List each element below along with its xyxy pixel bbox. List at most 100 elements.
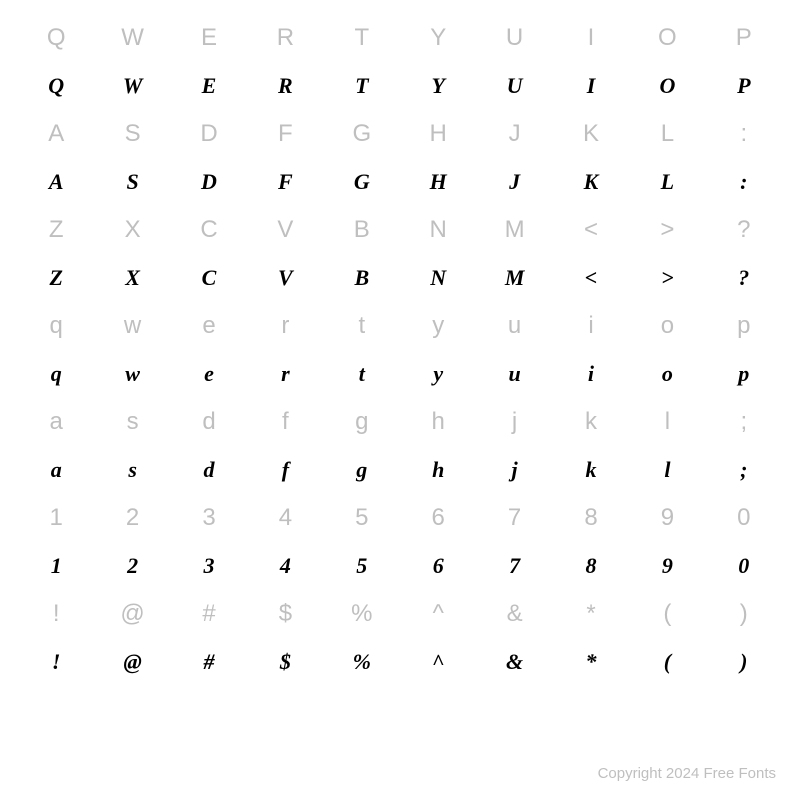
sample-glyph: N: [400, 265, 476, 291]
sample-glyph: 7: [476, 553, 552, 579]
sample-glyph: k: [553, 457, 629, 483]
sample-glyph: C: [171, 265, 247, 291]
reference-glyph: (: [629, 600, 705, 628]
reference-glyph: B: [324, 216, 400, 244]
reference-glyph: 7: [476, 504, 552, 532]
reference-glyph: i: [553, 312, 629, 340]
reference-glyph: Z: [18, 216, 94, 244]
reference-glyph: A: [18, 120, 94, 148]
sample-glyph: &: [476, 649, 552, 675]
sample-glyph: f: [247, 457, 323, 483]
sample-glyph: !: [18, 649, 94, 675]
reference-glyph: :: [706, 120, 782, 148]
reference-glyph: #: [171, 600, 247, 628]
reference-glyph: 6: [400, 504, 476, 532]
sample-glyph: *: [553, 649, 629, 675]
reference-glyph: q: [18, 312, 94, 340]
reference-glyph: ?: [706, 216, 782, 244]
sample-glyph: U: [476, 73, 552, 99]
reference-glyph: l: [629, 408, 705, 436]
reference-glyph: V: [247, 216, 323, 244]
reference-glyph: p: [706, 312, 782, 340]
reference-glyph: 8: [553, 504, 629, 532]
reference-glyph: P: [706, 24, 782, 52]
reference-glyph: t: [324, 312, 400, 340]
reference-glyph: I: [553, 24, 629, 52]
sample-glyph: I: [553, 73, 629, 99]
reference-glyph: ;: [706, 408, 782, 436]
sample-glyph: ?: [706, 265, 782, 291]
sample-glyph: p: [706, 361, 782, 387]
sample-glyph: G: [324, 169, 400, 195]
reference-glyph: 1: [18, 504, 94, 532]
reference-glyph: C: [171, 216, 247, 244]
sample-glyph: d: [171, 457, 247, 483]
sample-glyph: J: [476, 169, 552, 195]
reference-glyph: o: [629, 312, 705, 340]
sample-glyph: 5: [324, 553, 400, 579]
sample-glyph: H: [400, 169, 476, 195]
reference-glyph: <: [553, 216, 629, 244]
sample-glyph: >: [629, 265, 705, 291]
sample-glyph: E: [171, 73, 247, 99]
sample-glyph: 9: [629, 553, 705, 579]
reference-glyph: D: [171, 120, 247, 148]
sample-glyph: q: [18, 361, 94, 387]
reference-glyph: *: [553, 600, 629, 628]
sample-glyph: ): [706, 649, 782, 675]
sample-glyph: (: [629, 649, 705, 675]
reference-glyph: a: [18, 408, 94, 436]
sample-glyph: B: [324, 265, 400, 291]
reference-glyph: J: [476, 120, 552, 148]
sample-glyph: u: [476, 361, 552, 387]
reference-glyph: %: [324, 600, 400, 628]
sample-glyph: Z: [18, 265, 94, 291]
reference-glyph: L: [629, 120, 705, 148]
sample-glyph: s: [94, 457, 170, 483]
sample-glyph: S: [94, 169, 170, 195]
sample-glyph: 6: [400, 553, 476, 579]
reference-glyph: w: [94, 312, 170, 340]
reference-glyph: y: [400, 312, 476, 340]
sample-glyph: a: [18, 457, 94, 483]
sample-glyph: O: [629, 73, 705, 99]
reference-glyph: 4: [247, 504, 323, 532]
reference-glyph: e: [171, 312, 247, 340]
reference-glyph: g: [324, 408, 400, 436]
reference-glyph: 2: [94, 504, 170, 532]
sample-glyph: :: [706, 169, 782, 195]
reference-glyph: Q: [18, 24, 94, 52]
sample-glyph: j: [476, 457, 552, 483]
reference-glyph: U: [476, 24, 552, 52]
reference-glyph: 0: [706, 504, 782, 532]
sample-glyph: D: [171, 169, 247, 195]
reference-glyph: @: [94, 600, 170, 628]
sample-glyph: #: [171, 649, 247, 675]
sample-glyph: w: [94, 361, 170, 387]
sample-glyph: y: [400, 361, 476, 387]
sample-glyph: A: [18, 169, 94, 195]
sample-glyph: r: [247, 361, 323, 387]
sample-glyph: o: [629, 361, 705, 387]
reference-glyph: 9: [629, 504, 705, 532]
reference-glyph: 3: [171, 504, 247, 532]
sample-glyph: 8: [553, 553, 629, 579]
reference-glyph: u: [476, 312, 552, 340]
sample-glyph: @: [94, 649, 170, 675]
reference-glyph: ^: [400, 600, 476, 628]
sample-glyph: l: [629, 457, 705, 483]
reference-glyph: k: [553, 408, 629, 436]
reference-glyph: R: [247, 24, 323, 52]
reference-glyph: !: [18, 600, 94, 628]
reference-glyph: s: [94, 408, 170, 436]
sample-glyph: g: [324, 457, 400, 483]
sample-glyph: $: [247, 649, 323, 675]
sample-glyph: L: [629, 169, 705, 195]
reference-glyph: $: [247, 600, 323, 628]
reference-glyph: ): [706, 600, 782, 628]
sample-glyph: 1: [18, 553, 94, 579]
sample-glyph: e: [171, 361, 247, 387]
copyright-footer: Copyright 2024 Free Fonts: [598, 765, 776, 782]
reference-glyph: O: [629, 24, 705, 52]
sample-glyph: h: [400, 457, 476, 483]
